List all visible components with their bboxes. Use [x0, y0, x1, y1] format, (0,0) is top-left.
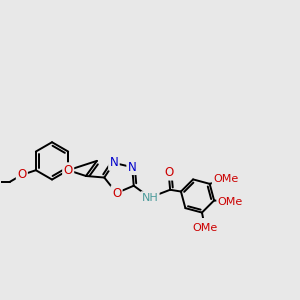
Text: N: N: [128, 160, 136, 174]
Text: OMe: OMe: [218, 197, 243, 207]
Text: OMe: OMe: [193, 223, 218, 233]
Text: O: O: [164, 166, 173, 179]
Text: N: N: [110, 156, 118, 170]
Text: O: O: [64, 164, 73, 177]
Text: O: O: [17, 168, 26, 182]
Text: O: O: [112, 187, 121, 200]
Text: NH: NH: [142, 193, 158, 202]
Text: OMe: OMe: [213, 174, 238, 184]
